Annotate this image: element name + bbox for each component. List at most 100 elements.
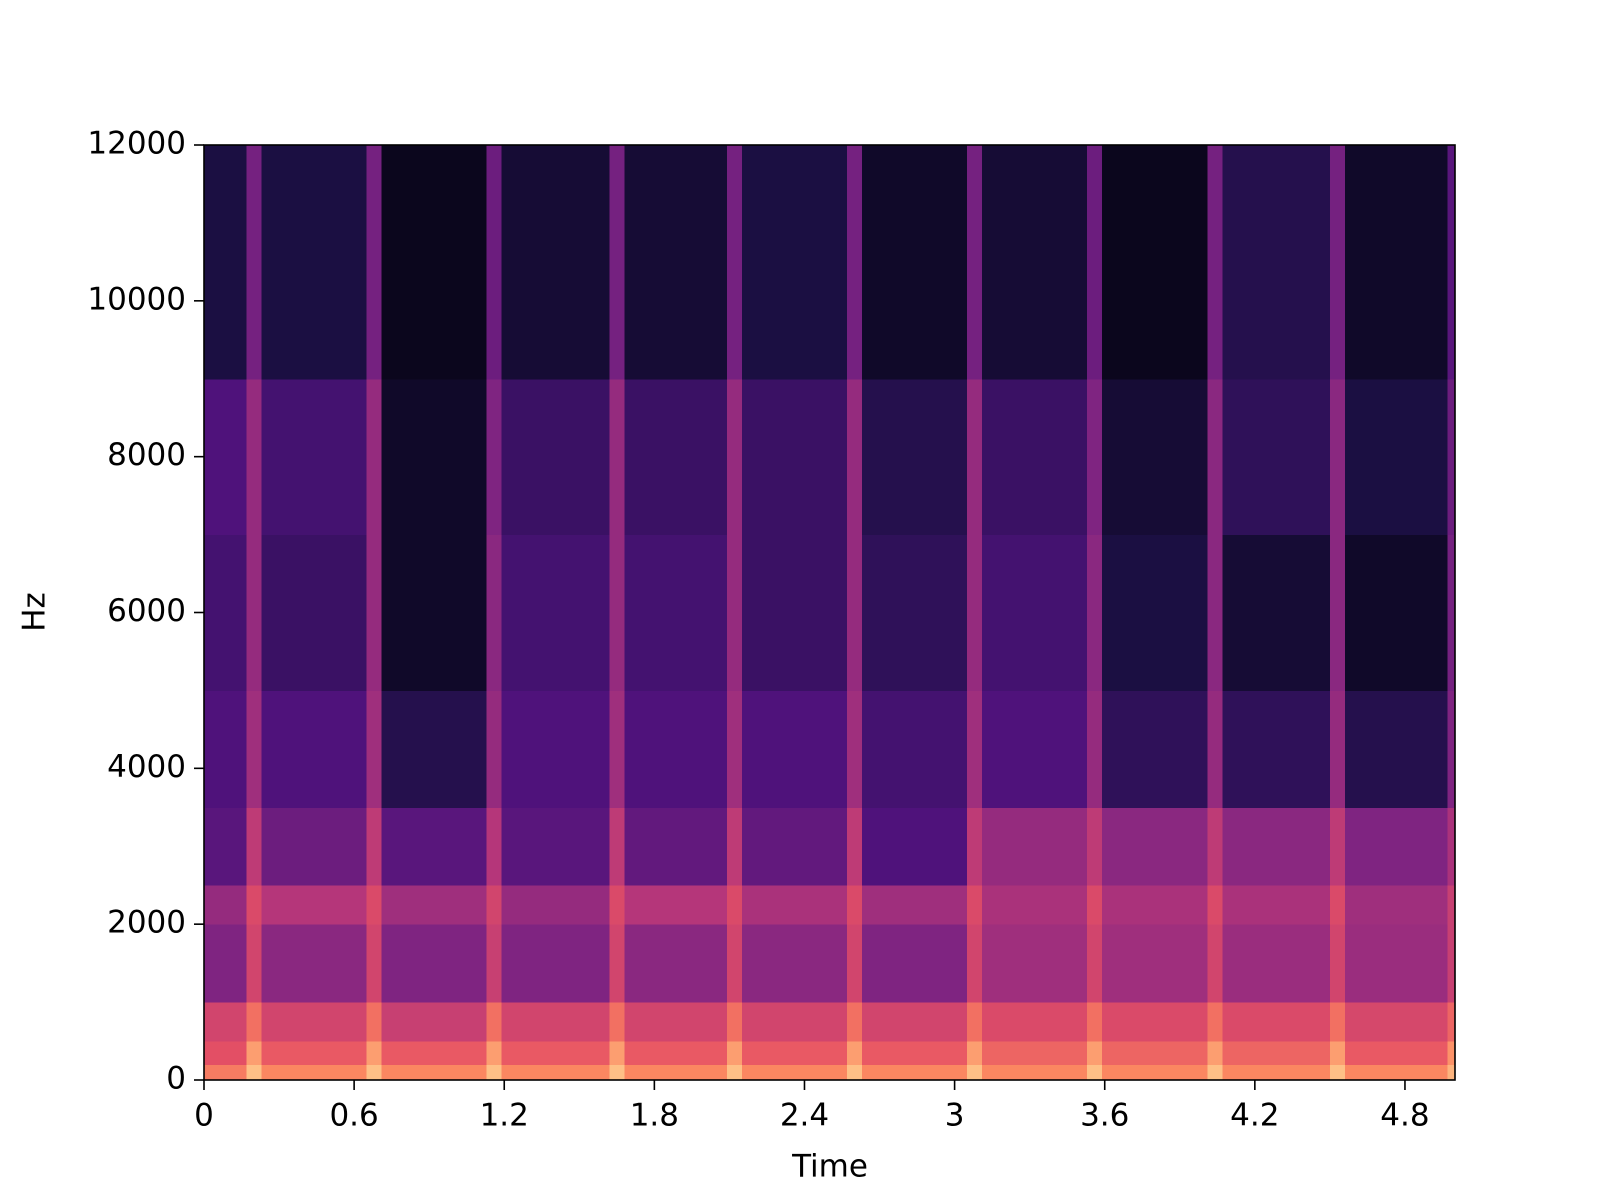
y-axis-label: Hz [17, 592, 53, 632]
spectrogram-cell [1329, 924, 1346, 1003]
spectrogram-cell [982, 1041, 1088, 1065]
spectrogram-cell [862, 690, 968, 808]
spectrogram-cell [204, 1064, 248, 1081]
spectrogram-cell [204, 807, 248, 886]
spectrogram-cell [847, 807, 863, 886]
spectrogram-cell [1087, 690, 1103, 808]
y-tick-label: 10000 [87, 281, 186, 317]
spectrogram-cell [381, 1002, 488, 1042]
spectrogram-cell [862, 1041, 968, 1065]
spectrogram-cell [1222, 378, 1331, 536]
y-tick-label: 6000 [107, 593, 186, 629]
spectrogram-cell [204, 378, 248, 536]
spectrogram-cell [1087, 1064, 1103, 1081]
spectrogram-cell [261, 1041, 368, 1065]
spectrogram-cell [1329, 1002, 1346, 1042]
y-tick-label: 8000 [107, 437, 186, 473]
spectrogram-cell [1207, 1002, 1223, 1042]
spectrogram-cell [1222, 924, 1331, 1003]
spectrogram-cell [847, 690, 863, 808]
spectrogram-cell [967, 1064, 983, 1081]
spectrogram-cell [741, 1002, 848, 1042]
spectrogram-cell [609, 690, 625, 808]
spectrogram-cell [1344, 378, 1448, 536]
spectrogram-cell [1447, 534, 1456, 691]
spectrogram-cell [624, 1002, 728, 1042]
spectrogram-cell [1087, 145, 1103, 380]
spectrogram-cell [1207, 807, 1223, 886]
spectrogram-cell [726, 1064, 743, 1081]
spectrogram-cell [381, 1064, 488, 1081]
y-tick-label: 4000 [107, 749, 186, 785]
spectrogram-cell [501, 534, 610, 691]
spectrogram-cell [261, 378, 368, 536]
spectrogram-cell [366, 534, 383, 691]
spectrogram-cell [862, 807, 968, 886]
spectrogram-cell [261, 1002, 368, 1042]
spectrogram-cell [501, 145, 610, 380]
spectrogram-cell [1222, 145, 1331, 380]
heatmap [204, 145, 1456, 1081]
spectrogram-cell [1207, 885, 1223, 925]
x-tick-label: 2.4 [780, 1098, 829, 1134]
spectrogram-cell [741, 1064, 848, 1081]
y-tick-label: 0 [166, 1061, 186, 1097]
spectrogram-cell [486, 1002, 503, 1042]
spectrogram-cell [1447, 690, 1456, 808]
spectrogram-cell [982, 807, 1088, 886]
spectrogram-cell [609, 924, 625, 1003]
spectrogram-cell [1447, 145, 1456, 380]
spectrogram-cell [1102, 885, 1208, 925]
spectrogram-cell [501, 885, 610, 925]
spectrogram-cell [1344, 1064, 1448, 1081]
spectrogram-cell [1329, 145, 1346, 380]
spectrogram-cell [366, 924, 383, 1003]
spectrogram-cell [982, 534, 1088, 691]
spectrogram-cell [246, 534, 263, 691]
spectrogram-cell [1344, 885, 1448, 925]
spectrogram-cell [624, 924, 728, 1003]
spectrogram-cell [501, 1002, 610, 1042]
spectrogram-cell [486, 924, 503, 1003]
spectrogram-cell [261, 885, 368, 925]
spectrogram-cell [1222, 807, 1331, 886]
spectrogram-cell [1087, 1002, 1103, 1042]
spectrogram-cell [246, 924, 263, 1003]
spectrogram-cell [1447, 378, 1456, 536]
spectrogram-cell [862, 378, 968, 536]
spectrogram-cell [847, 534, 863, 691]
spectrogram-cell [726, 885, 743, 925]
spectrogram-cell [261, 145, 368, 380]
spectrogram-cell [624, 690, 728, 808]
spectrogram-cell [486, 807, 503, 886]
spectrogram-cell [967, 534, 983, 691]
spectrogram-cell [204, 1041, 248, 1065]
spectrogram-cell [1102, 1041, 1208, 1065]
spectrogram-cell [609, 378, 625, 536]
spectrogram-cell [1102, 378, 1208, 536]
spectrogram-cell [501, 924, 610, 1003]
spectrogram-cell [847, 885, 863, 925]
spectrogram-cell [847, 1002, 863, 1042]
spectrogram-cell [741, 924, 848, 1003]
spectrogram-cell [1329, 885, 1346, 925]
spectrogram-cell [381, 924, 488, 1003]
spectrogram-cell [1222, 690, 1331, 808]
spectrogram-cell [1447, 924, 1456, 1003]
spectrogram-cell [501, 1064, 610, 1081]
spectrogram-cell [1207, 924, 1223, 1003]
spectrogram-cell [1222, 1041, 1331, 1065]
x-tick-label: 4.8 [1380, 1098, 1429, 1134]
spectrogram-cell [204, 145, 248, 380]
spectrogram-cell [486, 1041, 503, 1065]
spectrogram-cell [741, 145, 848, 380]
spectrogram-cell [967, 145, 983, 380]
spectrogram-cell [486, 534, 503, 691]
spectrogram-cell [726, 145, 743, 380]
spectrogram-cell [1087, 924, 1103, 1003]
spectrogram-cell [261, 534, 368, 691]
spectrogram-cell [609, 1041, 625, 1065]
spectrogram-cell [982, 924, 1088, 1003]
spectrogram-cell [366, 378, 383, 536]
